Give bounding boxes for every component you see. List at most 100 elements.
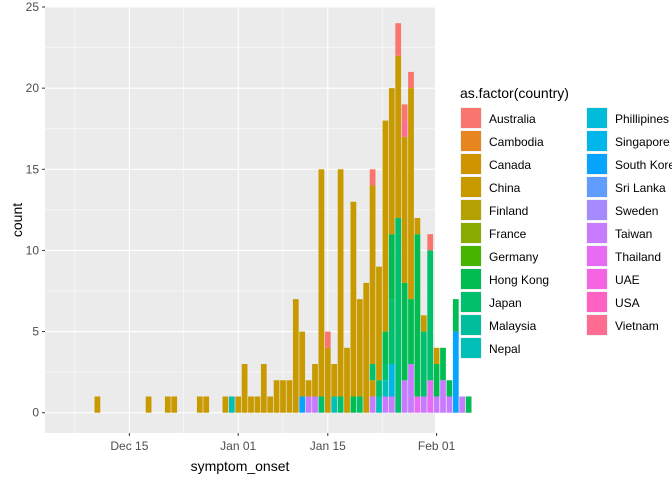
bar-segment bbox=[440, 347, 446, 381]
legend-label: Sri Lanka bbox=[615, 181, 666, 195]
legend-label: South Korea bbox=[615, 158, 672, 172]
bar-segment bbox=[382, 120, 389, 332]
bar-segment bbox=[388, 88, 395, 235]
bar-segment bbox=[235, 396, 242, 413]
bar-segment bbox=[222, 396, 229, 413]
legend-swatch bbox=[587, 269, 607, 289]
bar-segment bbox=[318, 396, 325, 413]
bar-segment bbox=[420, 315, 427, 332]
bar-segment bbox=[318, 169, 325, 397]
bar-segment bbox=[260, 364, 267, 413]
legend-swatch bbox=[461, 223, 481, 243]
legend-swatch bbox=[587, 131, 607, 151]
bar-segment bbox=[228, 396, 235, 413]
bar-segment bbox=[420, 331, 427, 397]
bar-segment bbox=[376, 266, 382, 381]
bar-segment bbox=[312, 364, 318, 397]
legend-swatch bbox=[461, 154, 481, 174]
legend-label: Sweden bbox=[615, 204, 658, 218]
bar-segment bbox=[465, 396, 472, 413]
bar-segment bbox=[388, 396, 395, 413]
bar-segment bbox=[452, 331, 459, 413]
y-tick-label: 5 bbox=[32, 325, 39, 339]
legend: as.factor(country) Australia Cambodia Cana… bbox=[460, 85, 672, 359]
bar-segment bbox=[401, 104, 408, 121]
bar-segment bbox=[376, 396, 382, 413]
legend-swatch bbox=[461, 177, 481, 197]
legend-label: Phillipines bbox=[615, 112, 669, 126]
legend-swatch bbox=[461, 315, 481, 335]
legend-title: as.factor(country) bbox=[460, 85, 569, 101]
bar-segment bbox=[414, 234, 421, 397]
bar-segment bbox=[388, 364, 395, 397]
bar-segment bbox=[363, 282, 370, 413]
bar-segment bbox=[382, 331, 389, 365]
y-tick-label: 10 bbox=[26, 243, 40, 257]
legend-swatch bbox=[461, 131, 481, 151]
bar-segment bbox=[286, 380, 293, 413]
legend-swatch bbox=[461, 292, 481, 312]
bar-segment bbox=[344, 347, 350, 413]
legend-label: Malaysia bbox=[489, 319, 537, 333]
legend-label: Taiwan bbox=[615, 227, 652, 241]
bar-segment bbox=[382, 396, 389, 413]
legend-swatch bbox=[587, 177, 607, 197]
y-axis-title: count bbox=[9, 203, 25, 237]
bar-segment bbox=[408, 299, 414, 365]
y-tick-label: 20 bbox=[26, 81, 40, 95]
bar-segment bbox=[331, 364, 338, 397]
x-tick-label: Jan 01 bbox=[220, 439, 256, 453]
legend-swatch bbox=[461, 246, 481, 266]
legend-label: China bbox=[489, 181, 521, 195]
bar-segment bbox=[395, 55, 402, 218]
bar-segment bbox=[171, 396, 178, 413]
bar-segment bbox=[280, 380, 286, 413]
bar-segment bbox=[408, 364, 414, 413]
bar-segment bbox=[356, 396, 363, 413]
y-tick-label: 25 bbox=[26, 0, 40, 14]
bar-segment bbox=[305, 396, 312, 413]
legend-label: France bbox=[489, 227, 527, 241]
bar-segment bbox=[395, 23, 402, 56]
bar-segment bbox=[427, 234, 434, 251]
bar-segment bbox=[446, 396, 453, 413]
bar-segment bbox=[440, 380, 446, 413]
major-gridlines bbox=[45, 6, 438, 433]
bar-segment bbox=[408, 88, 414, 300]
bar-segment bbox=[388, 234, 395, 300]
bar-segment bbox=[452, 299, 459, 332]
bar-segment bbox=[196, 396, 203, 413]
legend-label: USA bbox=[615, 296, 640, 310]
legend-swatch bbox=[461, 108, 481, 128]
bar-segment bbox=[382, 380, 389, 397]
bar-segment bbox=[401, 136, 408, 283]
legend-swatch bbox=[587, 315, 607, 335]
x-tick-label: Feb 01 bbox=[418, 439, 456, 453]
legend-swatch bbox=[461, 200, 481, 220]
bar-segment bbox=[401, 282, 408, 381]
bar-segment bbox=[433, 347, 440, 365]
bar-segment bbox=[433, 364, 440, 397]
bar-segment bbox=[369, 169, 376, 186]
x-axis: Dec 15 Jan 01 Jan 15 Feb 01 bbox=[110, 433, 456, 453]
legend-label: Cambodia bbox=[489, 135, 544, 149]
legend-label: Japan bbox=[489, 296, 522, 310]
legend-label: Finland bbox=[489, 204, 528, 218]
legend-swatch bbox=[587, 108, 607, 128]
bar-segment bbox=[401, 380, 408, 413]
legend-swatch bbox=[587, 200, 607, 220]
legend-swatch bbox=[587, 223, 607, 243]
y-axis: 0 5 10 15 20 25 bbox=[26, 0, 45, 420]
bar-segment bbox=[369, 380, 376, 397]
bar-segment bbox=[324, 331, 331, 348]
bar-segment bbox=[145, 396, 152, 413]
x-tick-label: Jan 15 bbox=[310, 439, 346, 453]
bar-segment bbox=[312, 396, 318, 413]
legend-swatch bbox=[461, 269, 481, 289]
bar-segment bbox=[94, 396, 101, 413]
legend-swatch bbox=[587, 292, 607, 312]
y-tick-label: 15 bbox=[26, 162, 40, 176]
bar-segment bbox=[427, 250, 434, 381]
bar-segment bbox=[414, 396, 421, 413]
